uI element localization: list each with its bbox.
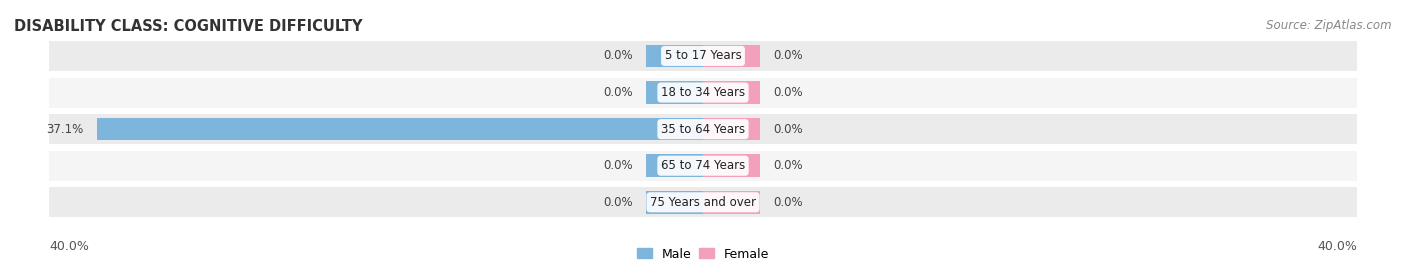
Text: 0.0%: 0.0% [773,123,803,136]
Legend: Male, Female: Male, Female [631,243,775,266]
Bar [703,45,761,67]
Text: 0.0%: 0.0% [603,49,633,62]
Text: 0.0%: 0.0% [773,159,803,172]
Text: 65 to 74 Years: 65 to 74 Years [661,159,745,172]
Bar [49,41,1357,71]
Bar [645,45,703,67]
Text: Source: ZipAtlas.com: Source: ZipAtlas.com [1267,19,1392,32]
Bar [703,191,761,214]
Bar [645,154,703,177]
Bar [703,154,761,177]
Text: 0.0%: 0.0% [773,196,803,209]
Text: 40.0%: 40.0% [1317,240,1357,253]
Bar [97,118,703,140]
Text: 75 Years and over: 75 Years and over [650,196,756,209]
Text: 0.0%: 0.0% [773,86,803,99]
Text: 5 to 17 Years: 5 to 17 Years [665,49,741,62]
Text: 0.0%: 0.0% [603,196,633,209]
Text: 0.0%: 0.0% [773,49,803,62]
Text: 0.0%: 0.0% [603,159,633,172]
Text: 35 to 64 Years: 35 to 64 Years [661,123,745,136]
Bar [645,81,703,104]
Bar [49,77,1357,108]
Text: 18 to 34 Years: 18 to 34 Years [661,86,745,99]
Text: DISABILITY CLASS: COGNITIVE DIFFICULTY: DISABILITY CLASS: COGNITIVE DIFFICULTY [14,19,363,34]
Bar [645,191,703,214]
Bar [49,187,1357,217]
Text: 37.1%: 37.1% [46,123,83,136]
Text: 0.0%: 0.0% [603,86,633,99]
Bar [703,81,761,104]
Bar [703,118,761,140]
Bar [49,151,1357,181]
Bar [49,114,1357,144]
Text: 40.0%: 40.0% [49,240,89,253]
